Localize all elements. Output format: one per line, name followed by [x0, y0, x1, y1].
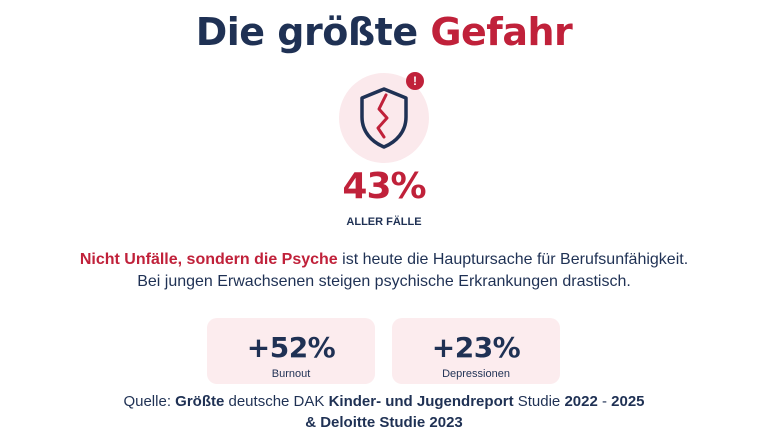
stat-value: +23%	[431, 331, 521, 364]
alert-badge-icon: !	[406, 72, 424, 90]
source-bold-2: Kinder- und Jugendreport	[328, 393, 514, 410]
hero-value-label: ALLER FÄLLE	[346, 216, 422, 228]
stat-card-depressionen: +23% Depressionen	[392, 318, 560, 384]
source-mid-2: Studie	[513, 393, 565, 410]
source-bold-3: 2022	[564, 393, 598, 410]
stat-card-burnout: +52% Burnout	[207, 318, 375, 384]
source-bold-4: 2025	[611, 393, 645, 410]
description-rest: ist heute die Hauptursache für Berufsunf…	[337, 251, 689, 268]
hero-value: 43%	[342, 166, 426, 207]
stat-value: +52%	[246, 331, 336, 364]
source-line-2-text: & Deloitte Studie 2023	[305, 414, 463, 431]
source-line-2: & Deloitte Studie 2023	[0, 412, 768, 433]
source-note: Quelle: Größte deutsche DAK Kinder- und …	[0, 391, 768, 433]
title-part-1: Die größte	[195, 10, 418, 54]
source-prefix: Quelle:	[123, 393, 176, 410]
stat-label: Depressionen	[442, 368, 510, 380]
source-mid-1: deutsche DAK	[224, 393, 329, 410]
broken-shield-icon	[360, 87, 408, 149]
source-mid-3: -	[597, 393, 612, 410]
description-line-2: Bei jungen Erwachsenen steigen psychisch…	[137, 273, 631, 290]
page-title: Die größte Gefahr	[0, 10, 768, 54]
description: Nicht Unfälle, sondern die Psyche ist he…	[0, 249, 768, 293]
stat-label: Burnout	[271, 368, 311, 380]
source-bold-1: Größte	[175, 393, 225, 410]
description-line-1: Nicht Unfälle, sondern die Psyche ist he…	[0, 249, 768, 271]
description-highlight: Nicht Unfälle, sondern die Psyche	[79, 251, 338, 268]
title-part-2: Gefahr	[430, 10, 573, 54]
source-line-1: Quelle: Größte deutsche DAK Kinder- und …	[0, 391, 768, 412]
